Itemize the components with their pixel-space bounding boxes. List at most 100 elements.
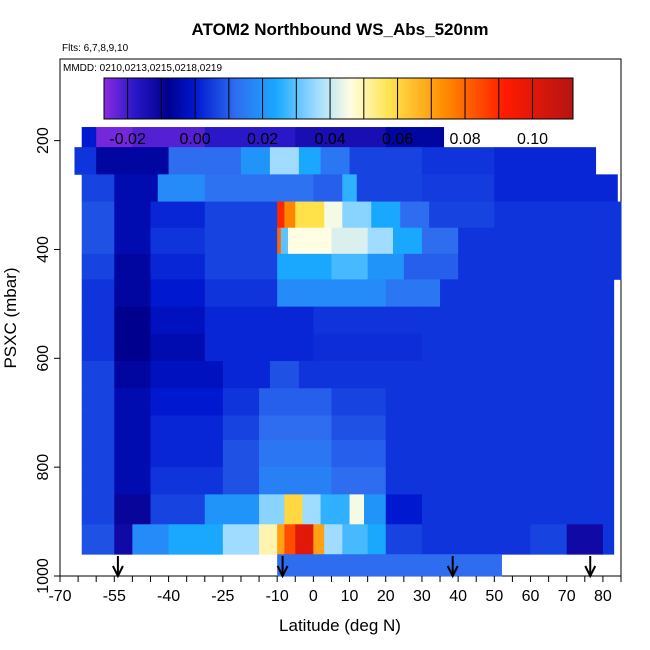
- heatmap-cell: [342, 174, 358, 202]
- heatmap-cell: [132, 127, 206, 148]
- heatmap-cell: [530, 524, 568, 555]
- pressure-band: [81, 201, 622, 229]
- heatmap-cell: [81, 467, 115, 495]
- heatmap-cell: [320, 494, 350, 525]
- heatmap-cell: [150, 439, 224, 468]
- heatmap-cell: [259, 439, 332, 468]
- heatmap-cell: [74, 147, 97, 175]
- pressure-band: [81, 388, 615, 416]
- heatmap: [74, 127, 622, 577]
- heatmap-cell: [259, 467, 332, 495]
- heatmap-cell: [150, 361, 224, 389]
- heatmap-cell: [400, 201, 430, 229]
- heatmap-cell: [458, 227, 622, 255]
- heatmap-cell: [284, 494, 303, 525]
- heatmap-cell: [150, 306, 206, 335]
- pressure-band: [81, 524, 615, 555]
- heatmap-cell: [204, 201, 278, 229]
- heatmap-cell: [421, 147, 495, 175]
- heatmap-cell: [385, 467, 615, 495]
- heatmap-cell: [150, 201, 206, 229]
- heatmap-cell: [114, 279, 151, 308]
- heatmap-cell: [356, 174, 423, 202]
- heatmap-cell: [364, 494, 387, 525]
- pressure-band: [74, 147, 597, 175]
- heatmap-cell: [222, 439, 260, 468]
- heatmap-cell: [222, 467, 260, 495]
- colorbar-tick-label: -0.02: [109, 131, 146, 148]
- heatmap-cell: [494, 174, 618, 202]
- x-tick-label: 30: [413, 588, 431, 605]
- heatmap-cell: [114, 253, 151, 280]
- heatmap-cell: [81, 127, 97, 148]
- x-tick-label: -55: [103, 588, 126, 605]
- heatmap-cell: [114, 415, 151, 441]
- x-tick-label: 70: [558, 588, 576, 605]
- heatmap-cell: [284, 201, 296, 229]
- colorbar-tick-label: 0.02: [247, 131, 278, 148]
- heatmap-cell: [81, 494, 115, 525]
- x-tick-label: -25: [211, 588, 234, 605]
- heatmap-cell: [421, 227, 459, 255]
- heatmap-cell: [331, 227, 369, 255]
- arrow-marker: [112, 556, 124, 579]
- heatmap-cell: [313, 174, 343, 202]
- heatmap-cell: [157, 174, 206, 202]
- heatmap-cell: [331, 439, 387, 468]
- heatmap-cell: [313, 333, 423, 362]
- heatmap-cell: [324, 524, 343, 555]
- heatmap-cell: [259, 388, 332, 416]
- heatmap-cell: [367, 227, 394, 255]
- heatmap-cell: [421, 174, 495, 202]
- heatmap-cell: [295, 127, 387, 148]
- x-tick-label: 20: [377, 588, 395, 605]
- heatmap-cell: [114, 439, 151, 468]
- heatmap-cell: [150, 279, 206, 308]
- heatmap-cell: [114, 333, 151, 362]
- heatmap-cell: [367, 253, 405, 280]
- heatmap-cell: [280, 227, 289, 255]
- heatmap-cell: [96, 147, 169, 175]
- heatmap-cell: [114, 306, 151, 335]
- heatmap-cell: [367, 524, 387, 555]
- heatmap-cell: [277, 227, 282, 255]
- heatmap-cell: [114, 494, 151, 525]
- heatmap-cell: [302, 494, 321, 525]
- heatmap-cell: [132, 524, 169, 555]
- heatmap-cell: [150, 227, 206, 255]
- x-tick-label: -10: [266, 588, 289, 605]
- heatmap-cell: [81, 279, 115, 308]
- heatmap-cell: [81, 524, 115, 555]
- heatmap-cell: [269, 147, 300, 175]
- pressure-band: [81, 467, 615, 495]
- heatmap-cell: [331, 467, 387, 495]
- x-tick-label: 40: [449, 588, 467, 605]
- heatmap-cell: [222, 524, 260, 555]
- y-axis-label: PSXC (mbar): [1, 267, 20, 368]
- heatmap-cell: [421, 524, 531, 555]
- arrow-marker: [446, 556, 459, 579]
- heatmap-cell: [324, 201, 343, 229]
- chart-title: ATOM2 Northbound WS_Abs_520nm: [192, 20, 489, 39]
- heatmap-cell: [114, 467, 151, 495]
- heatmap-cell: [222, 415, 260, 441]
- pressure-band: [81, 279, 615, 308]
- heatmap-cell: [313, 306, 423, 335]
- pressure-band: [81, 415, 615, 441]
- heatmap-cell: [371, 201, 401, 229]
- heatmap-cell: [566, 524, 604, 555]
- heatmap-cell: [277, 253, 332, 280]
- heatmap-cell: [204, 306, 314, 335]
- heatmap-cell: [313, 524, 325, 555]
- heatmap-cell: [385, 388, 615, 416]
- heatmap-cell: [295, 201, 325, 229]
- colorbar-tick-label: 0.06: [382, 131, 413, 148]
- heatmap-cell: [204, 333, 314, 362]
- x-tick-label: 0: [309, 588, 318, 605]
- pressure-band: [81, 227, 622, 255]
- heatmap-cell: [494, 147, 597, 175]
- colorbar-tick-label: 0.10: [517, 131, 548, 148]
- x-tick-label: 60: [522, 588, 540, 605]
- heatmap-cell: [421, 494, 615, 525]
- heatmap-cell: [349, 147, 423, 175]
